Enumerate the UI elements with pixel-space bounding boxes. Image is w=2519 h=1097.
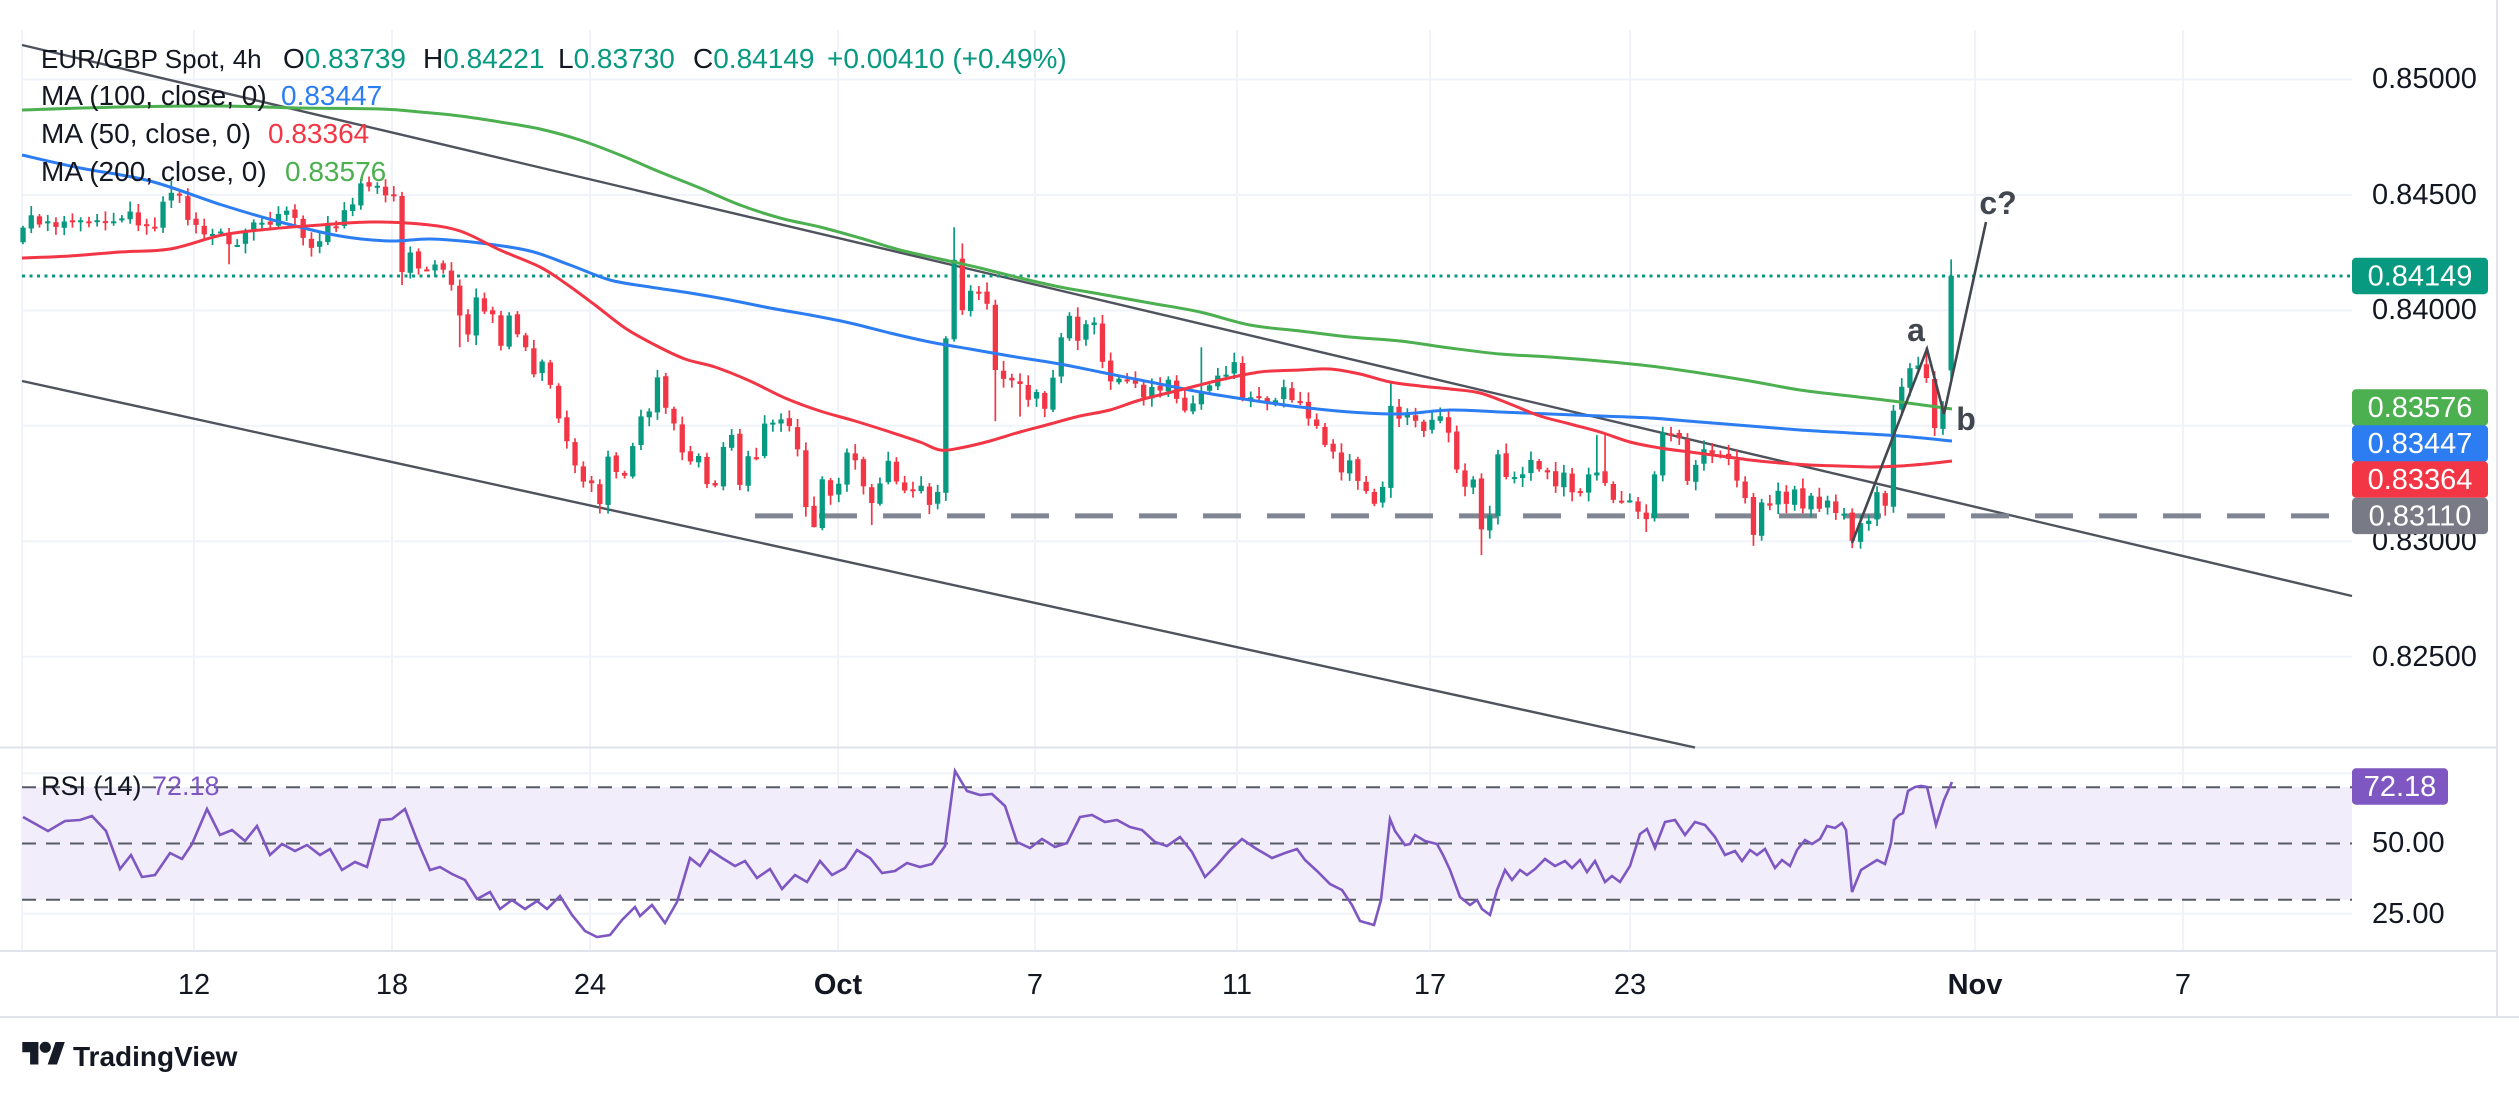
svg-text:0.84149: 0.84149 bbox=[2368, 261, 2473, 293]
svg-text:+0.00410 (+0.49%): +0.00410 (+0.49%) bbox=[827, 43, 1067, 74]
svg-text:72.18: 72.18 bbox=[152, 771, 220, 801]
svg-text:L0.83730: L0.83730 bbox=[558, 43, 675, 74]
svg-text:50.00: 50.00 bbox=[2372, 827, 2445, 859]
svg-text:H0.84221: H0.84221 bbox=[423, 43, 544, 74]
svg-text:MA (50, close, 0): MA (50, close, 0) bbox=[41, 118, 251, 149]
svg-text:0.82500: 0.82500 bbox=[2372, 641, 2477, 673]
svg-text:RSI (14): RSI (14) bbox=[41, 771, 142, 801]
svg-text:7: 7 bbox=[2175, 969, 2191, 1001]
svg-text:0.83447: 0.83447 bbox=[2368, 428, 2473, 460]
svg-text:0.83364: 0.83364 bbox=[2368, 464, 2473, 496]
svg-text:Nov: Nov bbox=[1948, 969, 2003, 1001]
svg-text:25.00: 25.00 bbox=[2372, 898, 2445, 930]
svg-text:0.84000: 0.84000 bbox=[2372, 294, 2477, 326]
svg-text:b: b bbox=[1956, 401, 1976, 437]
svg-text:Oct: Oct bbox=[814, 969, 863, 1001]
svg-text:0.84500: 0.84500 bbox=[2372, 179, 2477, 211]
svg-text:24: 24 bbox=[574, 969, 606, 1001]
svg-text:TradingView: TradingView bbox=[73, 1041, 238, 1072]
svg-text:O0.83739: O0.83739 bbox=[283, 43, 406, 74]
svg-text:a: a bbox=[1907, 312, 1925, 348]
svg-text:0.83447: 0.83447 bbox=[281, 80, 382, 111]
svg-text:0.83576: 0.83576 bbox=[2368, 392, 2473, 424]
svg-text:11: 11 bbox=[1222, 969, 1252, 1001]
svg-text:18: 18 bbox=[376, 969, 408, 1001]
svg-text:72.18: 72.18 bbox=[2364, 771, 2437, 803]
svg-text:0.83110: 0.83110 bbox=[2369, 500, 2472, 532]
svg-text:23: 23 bbox=[1614, 969, 1646, 1001]
svg-text:0.83576: 0.83576 bbox=[285, 156, 386, 187]
svg-text:c?: c? bbox=[1979, 185, 2016, 221]
svg-text:EUR/GBP Spot, 4h: EUR/GBP Spot, 4h bbox=[41, 44, 262, 74]
svg-text:MA (200, close, 0): MA (200, close, 0) bbox=[41, 156, 267, 187]
svg-text:17: 17 bbox=[1414, 969, 1446, 1001]
svg-text:C0.84149: C0.84149 bbox=[693, 43, 814, 74]
svg-text:12: 12 bbox=[178, 969, 210, 1001]
svg-text:0.83364: 0.83364 bbox=[268, 118, 369, 149]
svg-text:MA (100, close, 0): MA (100, close, 0) bbox=[41, 80, 267, 111]
svg-text:0.85000: 0.85000 bbox=[2372, 63, 2477, 95]
svg-text:7: 7 bbox=[1027, 969, 1043, 1001]
